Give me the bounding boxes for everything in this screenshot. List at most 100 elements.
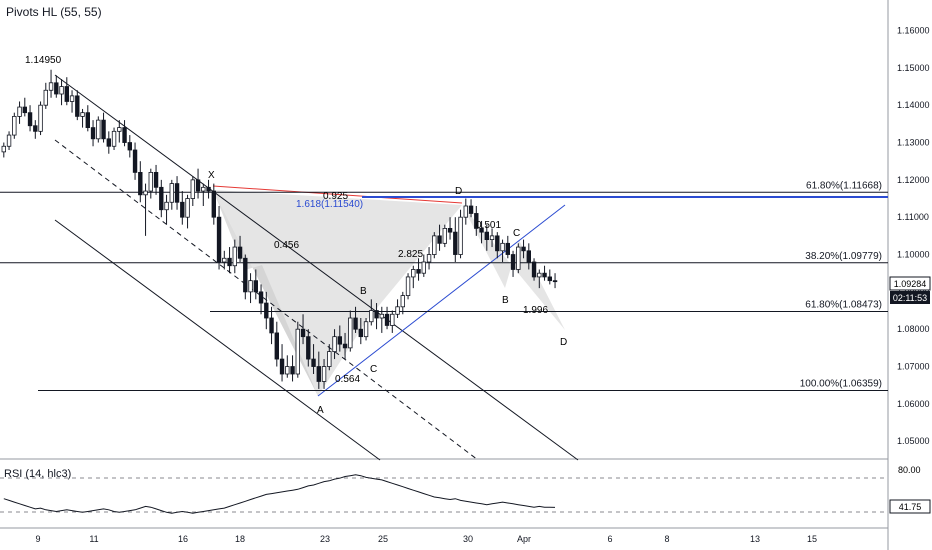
candles bbox=[1, 69, 558, 389]
candle-body bbox=[363, 321, 369, 338]
candle-body bbox=[405, 276, 411, 296]
candle-body bbox=[96, 119, 101, 140]
point-d2-label: D bbox=[560, 337, 567, 348]
candle-body bbox=[211, 190, 216, 218]
candle-body bbox=[75, 95, 80, 117]
channel-lower-line[interactable] bbox=[54, 219, 381, 461]
price-axis[interactable]: 1.16000 1.15000 1.14000 1.13000 1.12000 1.110… bbox=[897, 26, 930, 447]
candle-body bbox=[500, 242, 505, 252]
candle-body bbox=[201, 186, 206, 192]
candle-body bbox=[458, 216, 463, 255]
candle-body bbox=[505, 242, 510, 255]
price-tick-label: 1.10000 bbox=[897, 250, 930, 260]
candle-body bbox=[521, 246, 526, 252]
candle-body bbox=[437, 235, 442, 244]
price-tick-label: 1.07000 bbox=[897, 362, 930, 372]
candle-body bbox=[185, 198, 190, 218]
candle-body bbox=[54, 82, 59, 95]
candle-body bbox=[69, 95, 75, 102]
candle-body bbox=[138, 171, 143, 196]
time-tick-label: 15 bbox=[807, 534, 817, 544]
candle-body bbox=[316, 366, 321, 382]
candle-body bbox=[169, 183, 174, 203]
candle-body bbox=[180, 201, 185, 218]
candle-body bbox=[495, 235, 500, 252]
candle-body bbox=[468, 205, 474, 214]
point-b-label: B bbox=[360, 286, 367, 297]
price-tick-label: 1.05000 bbox=[897, 436, 930, 446]
ratio-label: 2.825 bbox=[398, 249, 423, 260]
ratio-label: 0.501 bbox=[476, 220, 501, 231]
candle-body bbox=[17, 106, 22, 117]
time-tick-label: Apr bbox=[517, 534, 531, 544]
rsi-indicator-label[interactable]: RSI (14, hlc3) bbox=[4, 468, 72, 480]
point-x-label: X bbox=[208, 170, 215, 181]
candle-body bbox=[453, 231, 458, 255]
time-tick-label: 30 bbox=[463, 534, 473, 544]
point-c2-label: C bbox=[513, 228, 520, 239]
candle-body bbox=[85, 112, 90, 128]
fib-level-label: 61.80%(1.08473) bbox=[805, 300, 882, 311]
price-tick-label: 1.12000 bbox=[897, 175, 930, 185]
fib-levels: 61.80%(1.11668) 38.20%(1.09779) 61.80%(1.0… bbox=[0, 180, 888, 391]
candle-body bbox=[264, 302, 269, 319]
time-axis[interactable]: 9 11 16 18 23 25 30 Apr 6 8 13 15 bbox=[35, 534, 817, 544]
candle-body bbox=[106, 138, 111, 147]
candle-body bbox=[216, 216, 222, 263]
current-price-text: 1.09284 bbox=[894, 279, 927, 289]
countdown-tag bbox=[890, 291, 930, 304]
candle-body bbox=[33, 125, 38, 132]
candle-body bbox=[474, 213, 479, 229]
candle-body bbox=[516, 246, 521, 270]
candle-body bbox=[222, 257, 227, 263]
time-tick-label: 11 bbox=[89, 534, 98, 544]
candle-body bbox=[311, 358, 316, 367]
price-tick-label: 1.13000 bbox=[897, 138, 930, 148]
candle-body bbox=[510, 254, 516, 270]
price-tick-label: 1.06000 bbox=[897, 399, 930, 409]
candle-body bbox=[101, 119, 106, 140]
candle-body bbox=[227, 257, 232, 267]
candle-body bbox=[206, 186, 211, 192]
candle-body bbox=[43, 89, 48, 106]
candle-body bbox=[195, 179, 201, 192]
candle-body bbox=[22, 106, 27, 114]
candle-body bbox=[421, 261, 426, 274]
rsi-current-text: 41.75 bbox=[899, 502, 922, 512]
blue-trendline[interactable] bbox=[317, 204, 566, 397]
candle-body bbox=[80, 112, 85, 117]
ratio-label: 0.925 bbox=[323, 191, 348, 202]
harmonic-pattern-xab-fill bbox=[213, 190, 318, 396]
candle-body bbox=[479, 227, 484, 233]
ratio-label: 0.564 bbox=[335, 374, 360, 385]
candle-body bbox=[374, 310, 379, 319]
candle-body bbox=[547, 276, 552, 282]
candle-body bbox=[153, 171, 159, 188]
time-tick-label: 13 bbox=[750, 534, 760, 544]
blue-level-label: 1.618(1.11540) bbox=[296, 199, 363, 210]
harmonic-pattern-xabcd[interactable] bbox=[213, 190, 462, 396]
candle-body bbox=[411, 269, 416, 278]
candle-body bbox=[164, 201, 169, 211]
candle-body bbox=[552, 280, 558, 283]
candle-body bbox=[48, 82, 54, 91]
candle-body bbox=[426, 254, 432, 263]
red-xd-line[interactable] bbox=[212, 185, 463, 204]
candle-body bbox=[332, 336, 337, 352]
countdown-text: 02:11:53 bbox=[893, 293, 927, 303]
rsi-line bbox=[3, 474, 556, 514]
candle-body bbox=[6, 134, 12, 147]
candle-body bbox=[285, 366, 290, 375]
candle-body bbox=[400, 295, 405, 308]
indicator-label[interactable]: Pivots HL (55, 55) bbox=[6, 5, 102, 19]
candle-body bbox=[143, 190, 148, 196]
fib-level-label: 100.00%(1.06359) bbox=[800, 378, 882, 389]
candle-body bbox=[337, 336, 342, 345]
candle-body bbox=[279, 358, 285, 375]
candle-body bbox=[38, 104, 43, 132]
channel-upper-line[interactable] bbox=[54, 74, 579, 461]
candle-body bbox=[90, 127, 96, 140]
candle-body bbox=[442, 227, 447, 244]
candle-body bbox=[269, 317, 274, 334]
